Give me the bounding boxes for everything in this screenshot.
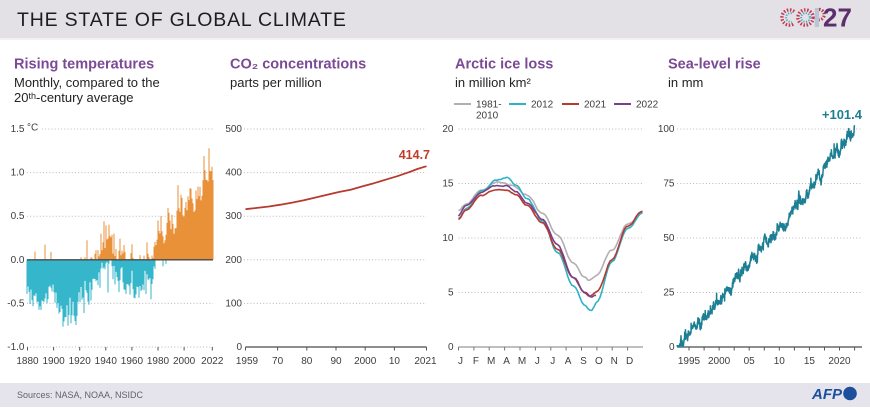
svg-text:15: 15 [442,179,454,190]
svg-text:1.5: 1.5 [11,124,25,135]
svg-text:J: J [550,356,555,367]
svg-text:0: 0 [236,342,242,353]
svg-text:10: 10 [442,233,454,244]
svg-text:2010: 2010 [476,111,499,122]
svg-text:2020: 2020 [828,356,851,367]
svg-text:D: D [626,356,633,367]
svg-text:0: 0 [669,342,675,353]
svg-text:10: 10 [774,356,786,367]
svg-text:1959: 1959 [236,356,259,367]
svg-text:J: J [458,356,463,367]
svg-text:-0.5: -0.5 [7,298,25,309]
svg-text:O: O [595,356,603,367]
svg-text:1980: 1980 [147,356,170,367]
svg-text:50: 50 [663,233,675,244]
svg-text:500: 500 [225,124,242,135]
svg-text:1880: 1880 [16,356,39,367]
svg-text:75: 75 [663,179,675,190]
svg-text:1940: 1940 [95,356,118,367]
svg-text:CO₂ concentrations: CO₂ concentrations [230,57,366,73]
svg-text:in million km²: in million km² [455,75,532,90]
svg-text:1920: 1920 [69,356,92,367]
svg-text:1981-: 1981- [476,100,502,111]
svg-text:27: 27 [823,3,852,33]
svg-text:THE STATE OF GLOBAL CLIMATE: THE STATE OF GLOBAL CLIMATE [17,9,347,31]
svg-text:+101.4: +101.4 [822,107,863,122]
svg-text:25: 25 [663,288,675,299]
svg-text:5: 5 [448,288,454,299]
svg-text:0.5: 0.5 [11,211,25,222]
svg-text:2000: 2000 [354,356,377,367]
svg-text:S: S [580,356,587,367]
svg-text:2021: 2021 [584,100,607,111]
svg-text:0.0: 0.0 [11,255,25,266]
svg-text:-1.0: -1.0 [7,342,25,353]
svg-text:N: N [611,356,618,367]
svg-text:Monthly, compared to the: Monthly, compared to the [14,75,160,90]
svg-text:Rising temperatures: Rising temperatures [14,57,154,73]
svg-text:20th-century average: 20th-century average [14,90,134,105]
svg-text:A: A [503,356,510,367]
svg-text:2021: 2021 [414,356,437,367]
svg-text:2022: 2022 [201,356,224,367]
svg-text:Arctic ice loss: Arctic ice loss [455,57,553,73]
svg-text:300: 300 [225,211,242,222]
svg-text:F: F [473,356,479,367]
svg-text:70: 70 [272,356,284,367]
svg-text:1960: 1960 [121,356,144,367]
svg-text:05: 05 [744,356,756,367]
svg-text:in mm: in mm [668,75,703,90]
svg-text:20: 20 [442,124,454,135]
svg-text:2000: 2000 [173,356,196,367]
svg-text:2000: 2000 [708,356,731,367]
svg-text:15: 15 [804,356,816,367]
svg-text:Sea-level rise: Sea-level rise [668,57,761,73]
svg-text:Sources: NASA, NOAA, NSIDC: Sources: NASA, NOAA, NSIDC [17,390,144,400]
svg-text:80: 80 [301,356,313,367]
svg-text:100: 100 [658,124,675,135]
svg-text:10: 10 [389,356,401,367]
svg-text:1995: 1995 [678,356,701,367]
svg-text:414.7: 414.7 [399,148,430,162]
svg-text:0: 0 [448,342,454,353]
svg-text:M: M [487,356,495,367]
svg-text:400: 400 [225,168,242,179]
svg-text:1900: 1900 [42,356,65,367]
svg-text:AFP: AFP [811,386,843,403]
svg-text:1.0: 1.0 [11,168,25,179]
svg-text:2012: 2012 [531,100,554,111]
svg-text:200: 200 [225,255,242,266]
svg-text:J: J [535,356,540,367]
svg-text:2022: 2022 [636,100,659,111]
svg-text:A: A [565,356,572,367]
svg-text:M: M [518,356,526,367]
svg-text:90: 90 [330,356,342,367]
svg-text:°C: °C [27,123,38,134]
svg-text:parts per million: parts per million [230,75,322,90]
svg-text:100: 100 [225,298,242,309]
